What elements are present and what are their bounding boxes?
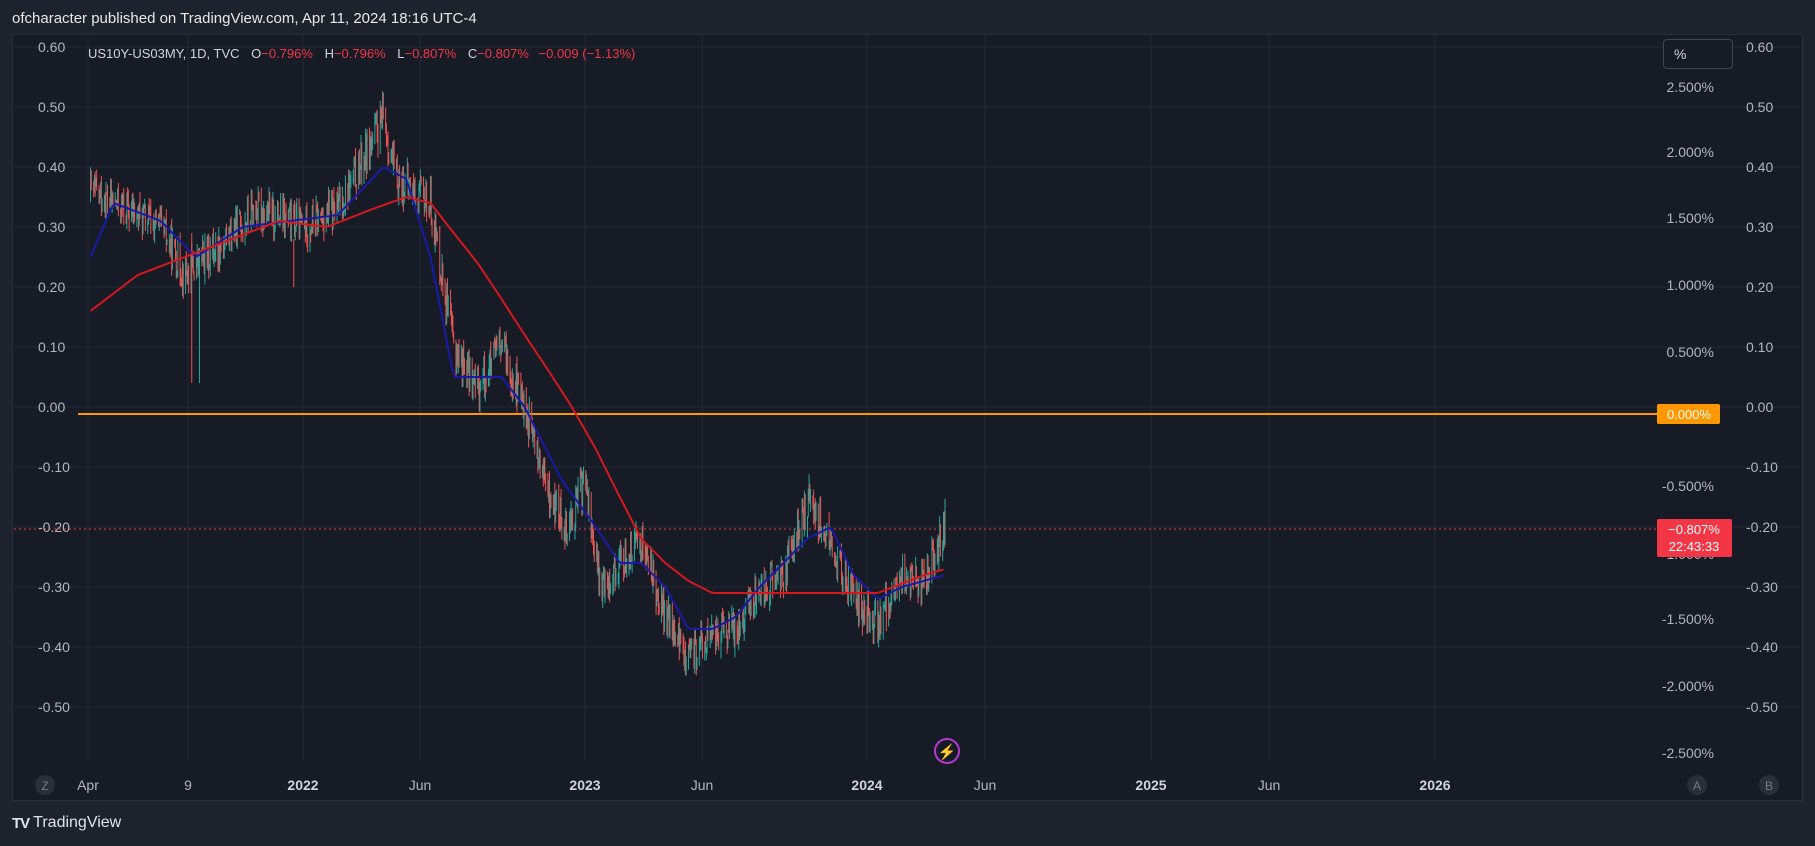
percent-axis-tick: 2.500% [1667, 79, 1714, 95]
z-button-label: Z [41, 779, 48, 793]
percent-axis-tick: 1.000% [1667, 277, 1714, 293]
a-button[interactable] [1687, 775, 1707, 795]
x-axis-tick: 2026 [1419, 777, 1450, 793]
grid-lines [14, 36, 1800, 760]
right-axis-tick: 0.10 [1746, 339, 1773, 355]
left-axis-tick: 0.50 [38, 99, 65, 115]
right-axis-tick: -0.10 [1746, 459, 1778, 475]
brand-name: TradingView [33, 814, 122, 831]
legend-h-label: H [324, 46, 334, 61]
zero-price-text: 0.000% [1667, 407, 1712, 422]
legend-o-label: O [251, 46, 262, 61]
left-axis-tick: -0.40 [38, 639, 70, 655]
left-axis-tick: 0.40 [38, 159, 65, 175]
percent-scale-button[interactable]: % [1663, 39, 1733, 69]
lightning-icon[interactable] [934, 738, 960, 764]
ma-slow-line [89, 196, 944, 594]
chart-frame[interactable] [12, 34, 1803, 801]
legend-c-value: −0.807% [477, 46, 529, 61]
moving-averages [89, 166, 944, 630]
legend-l-value: −0.807% [404, 46, 457, 61]
x-axis-tick: 2024 [851, 777, 882, 793]
publish-header: ofcharacter published on TradingView.com… [12, 10, 477, 27]
left-axis-tick: -0.30 [38, 579, 70, 595]
right-axis-tick: 0.20 [1746, 279, 1773, 295]
right-axis-tick: 0.50 [1746, 99, 1773, 115]
left-axis-tick: 0.10 [38, 339, 65, 355]
x-axis-tick: 2022 [287, 777, 318, 793]
x-axis-tick: 9 [184, 777, 192, 793]
right-axis-tick: 0.60 [1746, 39, 1773, 55]
legend-h-value: −0.796% [333, 46, 386, 61]
axes: 0.60 0.50 0.40 0.30 0.20 0.10 0.00 -0.10 -0.20 -0… [35, 39, 1779, 795]
current-price-label [1657, 519, 1732, 557]
left-axis-tick: -0.50 [38, 699, 70, 715]
left-axis-tick: 0.30 [38, 219, 65, 235]
percent-axis-tick: -0.500% [1662, 478, 1714, 494]
right-axis-tick: -0.50 [1746, 699, 1778, 715]
legend-c-label: C [467, 46, 478, 61]
left-axis-tick: 0.20 [38, 279, 65, 295]
current-price-text: −0.807% [1668, 522, 1720, 537]
right-axis-tick: -0.40 [1746, 639, 1778, 655]
legend-change: −0.009 (−1.13%) [538, 46, 636, 61]
right-axis-tick: 0.30 [1746, 219, 1773, 235]
right-axis-tick: 0.00 [1746, 399, 1773, 415]
tv-logo-icon: TV [12, 814, 30, 832]
left-axis-tick: 0.00 [38, 399, 65, 415]
percent-axis-tick: 1.500% [1667, 210, 1714, 226]
x-axis-tick: Apr [77, 777, 99, 793]
zero-line [14, 413, 1657, 530]
x-axis-tick: Jun [1258, 777, 1281, 793]
left-axis-tick: -0.20 [38, 519, 70, 535]
z-button[interactable] [35, 775, 55, 795]
x-axis-tick: 2023 [569, 777, 600, 793]
right-axis-tick: -0.20 [1746, 519, 1778, 535]
countdown-text: 22:43:33 [1669, 539, 1720, 554]
legend-symbol: US10Y-US03MY, 1D, TVC [88, 46, 240, 61]
percent-axis-tick: -1.500% [1662, 611, 1714, 627]
b-button[interactable] [1759, 775, 1779, 795]
x-axis-tick: 2025 [1135, 777, 1166, 793]
left-axis-tick: -0.10 [38, 459, 70, 475]
percent-axis-tick: -2.500% [1662, 745, 1714, 761]
tradingview-logo[interactable]: TV TradingView [12, 814, 121, 832]
percent-axis-tick: -2.000% [1662, 678, 1714, 694]
x-axis-tick: Jun [409, 777, 432, 793]
candles [90, 91, 946, 676]
percent-axis-tick: 2.000% [1667, 144, 1714, 160]
price-labels: 0.000% −0.807% 22:43:33 [1657, 404, 1732, 557]
b-button-label: B [1765, 779, 1773, 793]
right-axis-tick: 0.40 [1746, 159, 1773, 175]
zero-price-label [1657, 404, 1720, 424]
legend-o-value: −0.796% [261, 46, 313, 61]
a-button-label: A [1693, 779, 1701, 793]
legend-l-label: L [397, 46, 405, 61]
ohlc-legend: US10Y-US03MY, 1D, TVC O−0.796% H−0.796% … [88, 46, 635, 61]
left-axis-tick: 0.60 [38, 39, 65, 55]
lightning-glyph: ⚡ [938, 743, 957, 761]
x-axis-tick: Jun [974, 777, 997, 793]
right-axis-tick: -0.30 [1746, 579, 1778, 595]
percent-axis-tick: 0.500% [1667, 344, 1714, 360]
x-axis-tick: Jun [691, 777, 714, 793]
ma-fast-line [89, 166, 944, 630]
